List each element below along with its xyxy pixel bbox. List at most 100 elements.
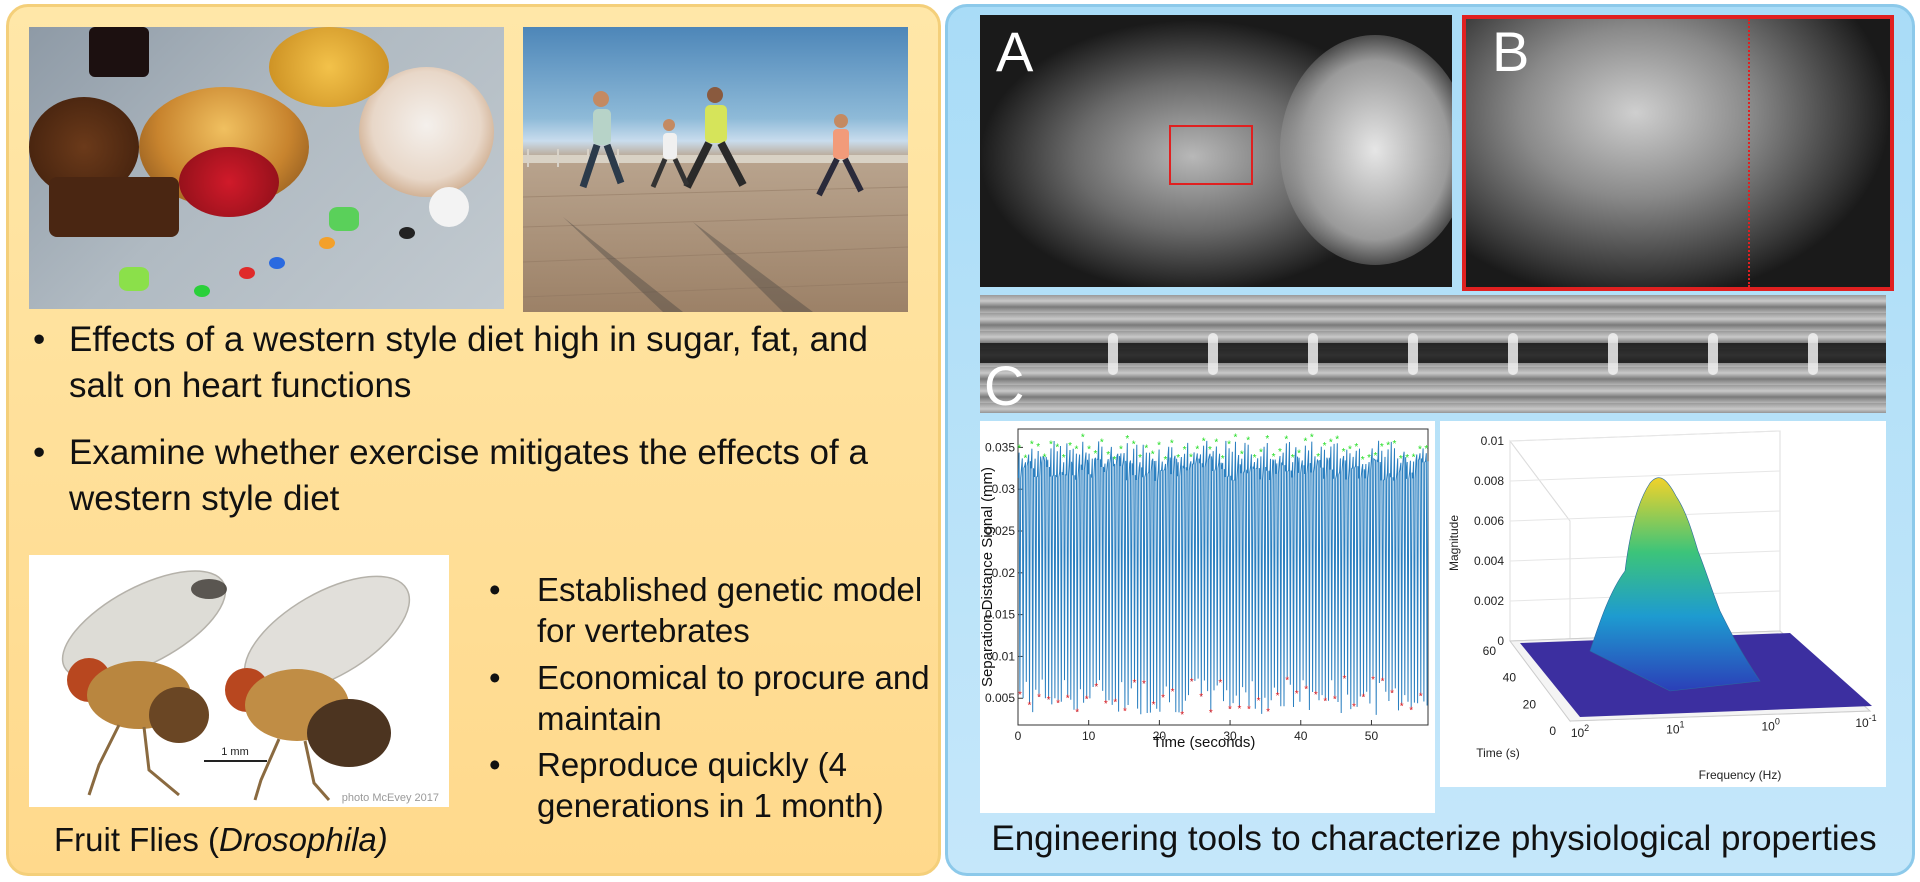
z-tick-label: 0.008 (1474, 474, 1504, 488)
trough-marker: * (1362, 693, 1366, 704)
photo-credit: photo McEvey 2017 (342, 792, 439, 804)
trough-marker: * (1123, 706, 1127, 717)
peak-marker: * (1043, 452, 1047, 463)
heart-microscopy-image: A (980, 15, 1452, 287)
peak-marker: * (1342, 447, 1346, 458)
time-tick-label: 0 (1549, 724, 1556, 738)
peak-marker: * (1303, 437, 1307, 448)
x-tick-label: 10 (1082, 729, 1096, 743)
trough-marker: * (1285, 675, 1289, 686)
research-aims-list: Effects of a western style diet high in … (29, 317, 929, 543)
frequency-tick-label: 100 (1761, 716, 1779, 733)
panel-label-b: B (1492, 20, 1530, 83)
fruit-fly-caption: Fruit Flies (Drosophila) (54, 821, 388, 858)
trough-marker: * (1066, 693, 1070, 704)
advantage-genetic-model: Established genetic model for vertebrate… (479, 569, 938, 652)
m-mode-kymograph: C (980, 295, 1886, 413)
time-tick-label: 40 (1503, 671, 1517, 685)
trough-marker: * (1047, 695, 1051, 706)
peak-marker: * (1348, 444, 1352, 455)
frequency-surface-chart: 0 0.002 0.004 0.006 0.008 0.01 0 20 40 60 102 101… (1440, 421, 1886, 787)
trough-marker: * (1381, 677, 1385, 688)
trough-marker: * (1323, 697, 1327, 708)
runners-illustration (523, 87, 908, 312)
peak-marker: * (1253, 453, 1257, 464)
peak-marker: * (1227, 439, 1231, 450)
y-tick-label: 0.005 (985, 691, 1015, 705)
trough-marker: * (1180, 710, 1184, 721)
peak-marker: * (1087, 445, 1091, 456)
peak-marker: * (1386, 440, 1390, 451)
trough-marker: * (1342, 674, 1346, 685)
trough-marker: * (1018, 690, 1022, 701)
peak-marker: * (1100, 438, 1104, 449)
peak-marker: * (1164, 455, 1168, 466)
peak-marker: * (1278, 447, 1282, 458)
peak-marker: * (1202, 437, 1206, 448)
y-tick-label: 0.015 (985, 608, 1015, 622)
peak-marker: * (1081, 433, 1085, 444)
trough-marker: * (1133, 678, 1137, 689)
peak-marker: * (1049, 439, 1053, 450)
peak-marker: * (1208, 445, 1212, 456)
frequency-tick-label: 101 (1666, 720, 1684, 737)
frequency-tick-label: 102 (1571, 723, 1589, 740)
peak-marker: * (1170, 438, 1174, 449)
peak-marker: * (1418, 444, 1422, 455)
trough-marker: * (1419, 692, 1423, 703)
trough-marker: * (1161, 693, 1165, 704)
magnitude-peak (1589, 477, 1761, 692)
separation-distance-chart: 0.005 0.01 0.015 0.02 0.025 0.03 0.035 0 10 20 30… (980, 421, 1435, 813)
peak-marker: * (1310, 433, 1314, 444)
peak-marker: * (1335, 434, 1339, 445)
peak-marker: * (1399, 454, 1403, 465)
trough-marker: * (1075, 708, 1079, 719)
trough-marker: * (1295, 689, 1299, 700)
peak-marker: * (1221, 454, 1225, 465)
peak-marker: * (1373, 451, 1377, 462)
peak-marker: * (1125, 434, 1129, 445)
fruit-fly-photo: 1 mm photo McEvey 2017 (29, 555, 449, 807)
y-tick-label: 0.025 (985, 524, 1015, 538)
peak-marker: * (1259, 447, 1263, 458)
peak-marker: * (1234, 433, 1238, 444)
runners-photo (523, 27, 908, 312)
peak-marker: * (1367, 453, 1371, 464)
z-tick-label: 0.01 (1481, 434, 1505, 448)
peak-marker: * (1024, 453, 1028, 464)
signal-line (1017, 440, 1429, 715)
peak-marker: * (1106, 450, 1110, 461)
aim-exercise-mitigation: Examine whether exercise mitigates the e… (29, 430, 929, 521)
trough-marker: * (1247, 704, 1251, 715)
peak-marker: * (1132, 440, 1136, 451)
trough-marker: * (1056, 699, 1060, 710)
trough-marker: * (1152, 700, 1156, 711)
trough-marker: * (1028, 700, 1032, 711)
peak-marker: * (1183, 445, 1187, 456)
panel-label-c: C (984, 354, 1025, 413)
y-tick-label: 0.02 (992, 566, 1016, 580)
aim-diet-effects: Effects of a western style diet high in … (29, 317, 929, 408)
trough-marker: * (1218, 678, 1222, 689)
peak-marker: * (1036, 442, 1040, 453)
z-tick-label: 0.004 (1474, 554, 1504, 568)
y-axis-label: Separation Distance Signal (mm) (980, 467, 996, 687)
peak-marker: * (1030, 440, 1034, 451)
peak-marker: * (1393, 439, 1397, 450)
trough-marker: * (1390, 689, 1394, 700)
frequency-tick-label: 10-1 (1855, 713, 1876, 730)
peak-marker: * (1151, 450, 1155, 461)
fruit-fly-advantages-list: Established genetic model for vertebrate… (479, 569, 938, 832)
trough-marker: * (1104, 699, 1108, 710)
peak-marker: * (1214, 438, 1218, 449)
peak-marker: * (1354, 442, 1358, 453)
zoomed-heart-image: B (1462, 15, 1894, 291)
region-of-interest-box (1169, 125, 1253, 185)
trough-marker: * (1228, 705, 1232, 716)
x-tick-label: 40 (1294, 729, 1308, 743)
trough-marker: * (1304, 684, 1308, 695)
peak-marker: * (1055, 442, 1059, 453)
peak-marker: * (1246, 436, 1250, 447)
trough-marker: * (1352, 702, 1356, 713)
z-axis-label: Magnitude (1447, 515, 1461, 571)
